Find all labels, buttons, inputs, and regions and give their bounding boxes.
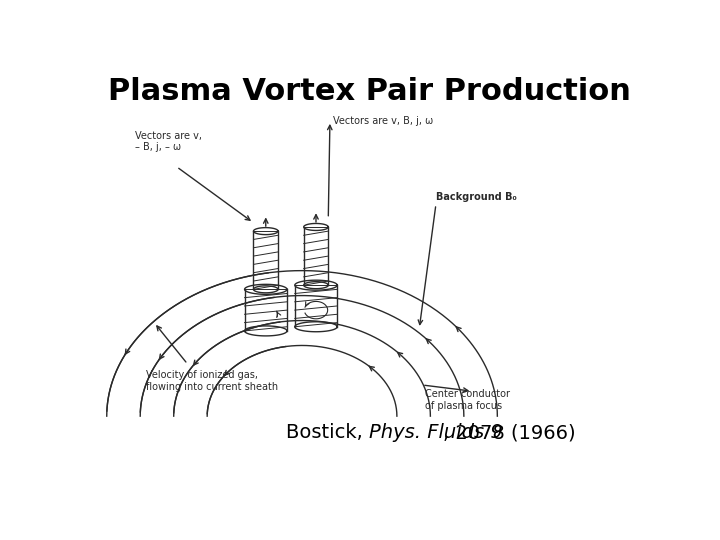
Text: Phys. Fluids 9: Phys. Fluids 9 xyxy=(369,423,503,442)
Text: Vectors are v,
– B, j, – ω: Vectors are v, – B, j, – ω xyxy=(135,131,202,152)
Text: Vectors are v, B, j, ω: Vectors are v, B, j, ω xyxy=(333,116,433,126)
Text: Bostick,: Bostick, xyxy=(286,423,369,442)
Text: Background B₀: Background B₀ xyxy=(436,192,517,202)
Text: Center conductor
of plasma focus: Center conductor of plasma focus xyxy=(425,389,510,411)
Text: Plasma Vortex Pair Production: Plasma Vortex Pair Production xyxy=(107,77,631,106)
Text: , 2078 (1966): , 2078 (1966) xyxy=(443,423,575,442)
Text: Velocity of ionized gas,
flowing into current sheath: Velocity of ionized gas, flowing into cu… xyxy=(145,370,278,392)
